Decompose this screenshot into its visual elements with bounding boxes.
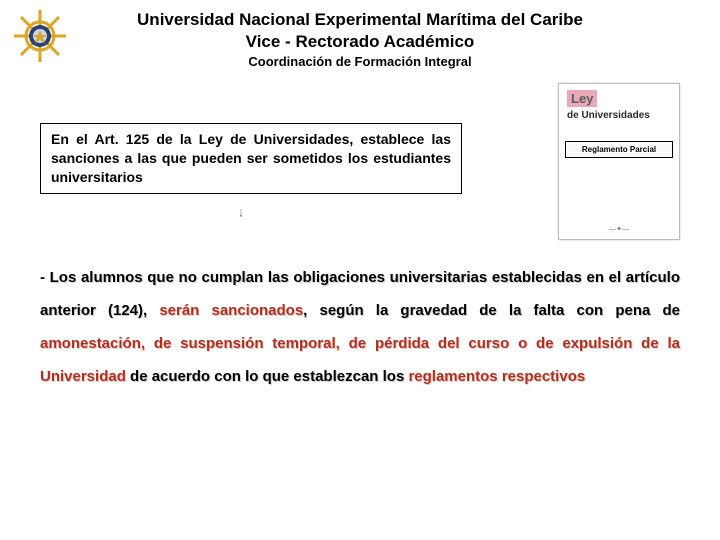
book-reglamento-label: Reglamento Parcial: [565, 141, 673, 158]
header: Universidad Nacional Experimental Maríti…: [0, 0, 720, 73]
connector-arrow-icon: [240, 193, 242, 233]
university-name: Universidad Nacional Experimental Maríti…: [20, 10, 700, 30]
book-header: Ley de Universidades: [559, 84, 679, 123]
body-highlight1: serán sancionados: [159, 302, 303, 319]
university-logo-icon: [10, 6, 70, 66]
book-footer-icon: —✦—: [559, 225, 679, 233]
body-seg2: , según la gravedad de la falta con pena…: [303, 302, 680, 319]
coordination: Coordinación de Formación Integral: [20, 54, 700, 69]
body-paragraph: - Los alumnos que no cumplan las obligac…: [40, 261, 680, 393]
article-box: En el Art. 125 de la Ley de Universidade…: [40, 123, 462, 194]
book-universidades-label: de Universidades: [567, 110, 671, 121]
body-seg3: de acuerdo con lo que establezcan los: [126, 368, 409, 385]
body-highlight3: reglamentos respectivos: [408, 368, 585, 385]
vice-rectory: Vice - Rectorado Académico: [20, 32, 700, 52]
body-prefix: -: [40, 269, 50, 286]
book-cover: Ley de Universidades Reglamento Parcial …: [558, 83, 680, 240]
article-text: En el Art. 125 de la Ley de Universidade…: [51, 131, 451, 185]
book-ley-label: Ley: [567, 90, 597, 107]
